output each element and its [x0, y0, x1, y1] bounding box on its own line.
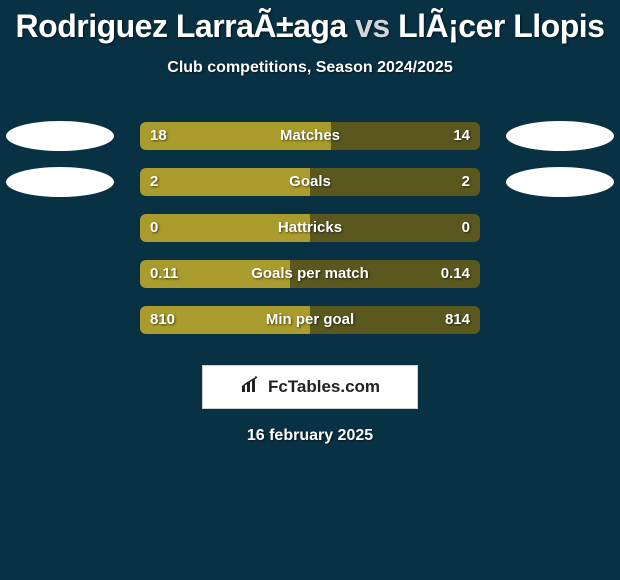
comparison-infographic: Rodriguez LarraÃ±aga vs LlÃ¡cer Llopis C…	[0, 0, 620, 580]
bar-chart-icon	[240, 376, 262, 399]
stat-row: 810814Min per goal	[0, 297, 620, 343]
stat-row: 0.110.14Goals per match	[0, 251, 620, 297]
player1-name: Rodriguez LarraÃ±aga	[16, 8, 347, 44]
brand-badge: FcTables.com	[202, 365, 418, 409]
stat-label: Goals	[140, 168, 480, 196]
player2-photo-ellipse	[506, 121, 614, 151]
stat-label: Matches	[140, 122, 480, 150]
stat-row: 00Hattricks	[0, 205, 620, 251]
vs-text: vs	[355, 8, 390, 44]
page-title: Rodriguez LarraÃ±aga vs LlÃ¡cer Llopis	[0, 0, 620, 45]
stat-bar: 22Goals	[140, 168, 480, 196]
stat-bar: 00Hattricks	[140, 214, 480, 242]
subtitle: Club competitions, Season 2024/2025	[0, 59, 620, 77]
stat-bar: 0.110.14Goals per match	[140, 260, 480, 288]
brand-text: FcTables.com	[268, 377, 380, 397]
stat-rows: 1814Matches 22Goals 00Hattricks 0.110.14Goa…	[0, 113, 620, 343]
stat-row: 22Goals	[0, 159, 620, 205]
player2-photo-ellipse	[506, 167, 614, 197]
footer-date: 16 february 2025	[0, 427, 620, 445]
stat-label: Min per goal	[140, 306, 480, 334]
stat-label: Hattricks	[140, 214, 480, 242]
stat-bar: 1814Matches	[140, 122, 480, 150]
stat-row: 1814Matches	[0, 113, 620, 159]
player1-photo-ellipse	[6, 121, 114, 151]
stat-label: Goals per match	[140, 260, 480, 288]
player1-photo-ellipse	[6, 167, 114, 197]
player2-name: LlÃ¡cer Llopis	[398, 8, 604, 44]
stat-bar: 810814Min per goal	[140, 306, 480, 334]
